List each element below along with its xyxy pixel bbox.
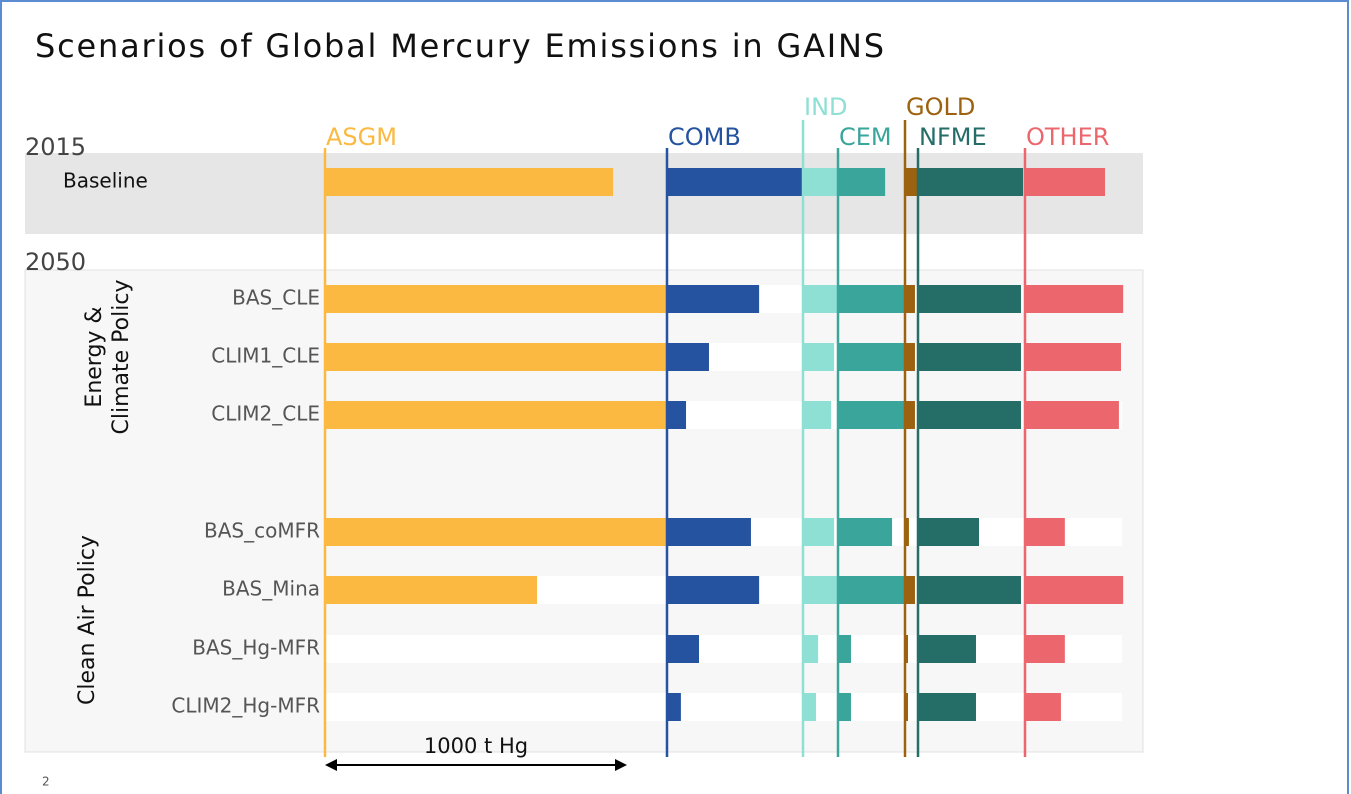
column-header: IND: [804, 93, 848, 121]
row-label: CLIM2_Hg-MFR: [171, 694, 320, 718]
bar: [803, 401, 832, 429]
bar: [905, 518, 909, 546]
bar: [1025, 168, 1106, 196]
bar: [1025, 518, 1065, 546]
bar: [918, 693, 976, 721]
bar: [918, 343, 1021, 371]
bar: [1025, 285, 1124, 313]
bar: [325, 401, 667, 429]
bar: [838, 635, 851, 663]
bar: [1025, 401, 1119, 429]
bar: [838, 285, 906, 313]
bar: [838, 343, 906, 371]
bar: [803, 635, 819, 663]
bar: [838, 401, 906, 429]
bar: [667, 168, 803, 196]
group-label-line: Energy &: [82, 306, 107, 407]
bar: [1025, 693, 1061, 721]
row-label: Baseline: [63, 169, 148, 193]
row-label: CLIM2_CLE: [211, 402, 320, 426]
bar: [918, 576, 1021, 604]
bar: [325, 518, 667, 546]
group-label: Clean Air Policy: [75, 535, 100, 705]
bar: [803, 285, 839, 313]
bar: [667, 343, 709, 371]
column-header: ASGM: [326, 123, 397, 151]
bar: [905, 635, 909, 663]
row-label: BAS_CLE: [232, 286, 320, 310]
bar: [1025, 576, 1124, 604]
column-header: NFME: [919, 123, 987, 151]
bar: [838, 168, 886, 196]
bar: [803, 168, 839, 196]
group-label: Energy & Climate Policy: [82, 280, 134, 435]
column-header: OTHER: [1026, 123, 1109, 151]
bar: [905, 343, 915, 371]
row-label: BAS_Mina: [222, 577, 320, 601]
column-header: GOLD: [906, 93, 975, 121]
bar: [838, 693, 851, 721]
bar: [667, 401, 687, 429]
bar: [667, 285, 760, 313]
bar: [905, 576, 915, 604]
gap-track: [325, 236, 1143, 268]
section-label: 2050: [25, 248, 86, 276]
scale-label: 1000 t Hg: [424, 734, 528, 758]
chart-title: Scenarios of Global Mercury Emissions in…: [35, 27, 886, 65]
group-label-line: Clean Air Policy: [75, 535, 100, 705]
column-header: COMB: [668, 123, 741, 151]
bar: [803, 576, 839, 604]
bar: [1025, 635, 1065, 663]
bar: [918, 635, 976, 663]
column-header: CEM: [839, 123, 892, 151]
bar: [918, 401, 1021, 429]
bar: [905, 693, 909, 721]
group-label-line: Climate Policy: [109, 280, 134, 435]
bar: [667, 693, 681, 721]
bar: [803, 343, 835, 371]
bar: [667, 576, 760, 604]
bar: [325, 285, 667, 313]
bar: [325, 168, 614, 196]
bar: [325, 576, 538, 604]
bar: [905, 168, 918, 196]
bar: [667, 518, 751, 546]
row-track: [325, 635, 1122, 663]
section-label: 2015: [25, 133, 86, 161]
row-label: CLIM1_CLE: [211, 344, 320, 368]
bar: [918, 168, 1024, 196]
bar: [838, 518, 893, 546]
row-label: BAS_coMFR: [204, 519, 320, 543]
bar: [1025, 343, 1122, 371]
bar: [905, 285, 915, 313]
bar: [918, 518, 980, 546]
bar: [803, 693, 816, 721]
bar: [838, 576, 906, 604]
bar: [905, 401, 915, 429]
scale-arrowhead: [325, 759, 337, 771]
row-label: BAS_Hg-MFR: [192, 636, 320, 660]
bar: [325, 343, 667, 371]
page-number: 2: [42, 775, 50, 789]
section-2050-bg: [24, 269, 1144, 753]
bar: [803, 518, 835, 546]
bar: [918, 285, 1021, 313]
row-track: [325, 693, 1122, 721]
bar: [667, 635, 700, 663]
scale-arrowhead: [615, 759, 627, 771]
